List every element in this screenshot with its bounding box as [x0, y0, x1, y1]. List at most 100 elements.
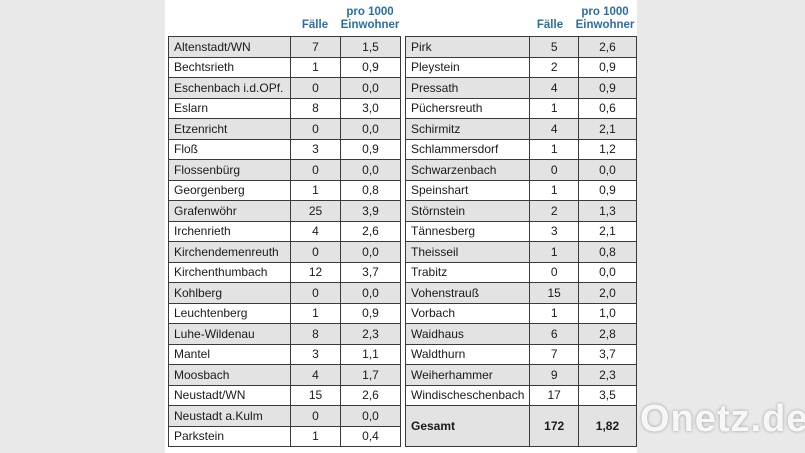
place-cell: Störnstein	[404, 200, 531, 222]
row: Floß 3 0,9	[168, 138, 401, 160]
place-cell: Grafenwöhr	[168, 200, 291, 222]
place-cell: Vorbach	[404, 302, 531, 324]
row: Mantel 3 1,1	[168, 343, 401, 365]
rate-cell: 3,7	[340, 261, 401, 283]
place-cell: Pressath	[404, 77, 531, 99]
place-cell: Kohlberg	[168, 282, 291, 304]
cases-cell: 1	[529, 302, 579, 324]
cases-cell: 1	[290, 425, 341, 447]
place-cell: Flossenbürg	[168, 159, 291, 181]
cases-cell: 1	[529, 241, 579, 263]
cases-cell: 4	[529, 118, 579, 140]
place-cell: Kirchendemenreuth	[168, 241, 291, 263]
place-cell: Waidhaus	[404, 323, 531, 345]
rate-cell: 2,1	[577, 118, 638, 140]
row: Schwarzenbach 0 0,0	[404, 159, 638, 181]
row: Altenstadt/WN 7 1,5	[168, 36, 401, 58]
place-cell: Eschenbach i.d.OPf.	[168, 77, 291, 99]
place-cell: Kirchenthumbach	[168, 261, 291, 283]
right-table: Pirk 5 2,6 Pleystein 2 0,9 Pressath 4 0,9 Püchers…	[404, 36, 638, 447]
cases-cell: 0	[529, 159, 579, 181]
place-cell: Schlammersdorf	[404, 138, 531, 160]
rate-cell: 2,3	[340, 323, 401, 345]
cases-cell: 0	[529, 261, 579, 283]
row: Püchersreuth 1 0,6	[404, 97, 638, 119]
place-cell: Altenstadt/WN	[168, 36, 291, 58]
left-table: Altenstadt/WN 7 1,5 Bechtsrieth 1 0,9 Eschenba…	[168, 36, 401, 447]
rate-cell: 2,0	[577, 282, 638, 304]
rate-cell: 2,1	[577, 220, 638, 242]
place-cell: Eslarn	[168, 97, 291, 119]
rate-cell: 3,5	[577, 384, 638, 406]
rate-cell: 0,9	[577, 179, 638, 201]
rate-cell: 3,7	[577, 343, 638, 365]
row: Pleystein 2 0,9	[404, 56, 638, 78]
row: Waldthurn 7 3,7	[404, 343, 638, 365]
place-cell: Schwarzenbach	[404, 159, 531, 181]
row: Grafenwöhr 25 3,9	[168, 200, 401, 222]
rate-cell: 0,0	[340, 159, 401, 181]
cases-cell: 0	[290, 159, 341, 181]
cases-cell: 2	[529, 200, 579, 222]
rate-cell: 0,9	[340, 138, 401, 160]
rate-cell: 1,82	[577, 405, 638, 447]
rate-cell: 3,0	[340, 97, 401, 119]
cases-cell: 1	[529, 179, 579, 201]
row: Georgenberg 1 0,8	[168, 179, 401, 201]
row: Neustadt a.Kulm 0 0,0	[168, 405, 401, 427]
place-cell: Etzenricht	[168, 118, 291, 140]
row: Trabitz 0 0,0	[404, 261, 638, 283]
row: Kirchendemenreuth 0 0,0	[168, 241, 401, 263]
rate-cell: 1,0	[577, 302, 638, 324]
cases-cell: 15	[529, 282, 579, 304]
place-cell: Leuchtenberg	[168, 302, 291, 324]
header-per-1000: pro 1000 Einwohner	[340, 6, 400, 31]
row: Bechtsrieth 1 0,9	[168, 56, 401, 78]
rate-cell: 0,8	[577, 241, 638, 263]
row: Pirk 5 2,6	[404, 36, 638, 58]
cases-cell: 0	[290, 241, 341, 263]
cases-cell: 1	[290, 56, 341, 78]
cases-cell: 3	[290, 343, 341, 365]
rate-cell: 0,0	[577, 159, 638, 181]
place-cell: Bechtsrieth	[168, 56, 291, 78]
row: Schlammersdorf 1 1,2	[404, 138, 638, 160]
cases-cell: 7	[529, 343, 579, 365]
row: Eslarn 8 3,0	[168, 97, 401, 119]
cases-cell: 0	[290, 282, 341, 304]
cases-cell: 4	[290, 364, 341, 386]
rate-cell: 0,9	[577, 56, 638, 78]
rate-cell: 1,3	[577, 200, 638, 222]
watermark: Onetz.de	[640, 398, 805, 440]
row: Vohenstrauß 15 2,0	[404, 282, 638, 304]
cases-cell: 172	[529, 405, 579, 447]
place-cell: Weiherhammer	[404, 364, 531, 386]
rate-cell: 2,6	[340, 220, 401, 242]
row: Irchenrieth 4 2,6	[168, 220, 401, 242]
cases-cell: 1	[290, 179, 341, 201]
cases-cell: 1	[290, 302, 341, 324]
rate-cell: 1,2	[577, 138, 638, 160]
header-cases: Fälle	[301, 19, 329, 31]
place-cell: Windischeschenbach	[404, 384, 531, 406]
row: Pressath 4 0,9	[404, 77, 638, 99]
row: Parkstein 1 0,4	[168, 425, 401, 447]
cases-cell: 6	[529, 323, 579, 345]
rate-cell: 0,0	[340, 405, 401, 427]
cases-cell: 0	[290, 405, 341, 427]
rate-cell: 0,4	[340, 425, 401, 447]
cases-cell: 8	[290, 323, 341, 345]
rate-cell: 0,9	[340, 56, 401, 78]
rate-cell: 1,1	[340, 343, 401, 365]
cases-cell: 2	[529, 56, 579, 78]
header-cases: Fälle	[536, 19, 564, 31]
row: Störnstein 2 1,3	[404, 200, 638, 222]
row: Schirmitz 4 2,1	[404, 118, 638, 140]
rate-cell: 1,5	[340, 36, 401, 58]
rate-cell: 0,0	[340, 118, 401, 140]
row: Neustadt/WN 15 2,6	[168, 384, 401, 406]
rate-cell: 0,0	[340, 241, 401, 263]
rate-cell: 2,6	[577, 36, 638, 58]
row: Speinshart 1 0,9	[404, 179, 638, 201]
